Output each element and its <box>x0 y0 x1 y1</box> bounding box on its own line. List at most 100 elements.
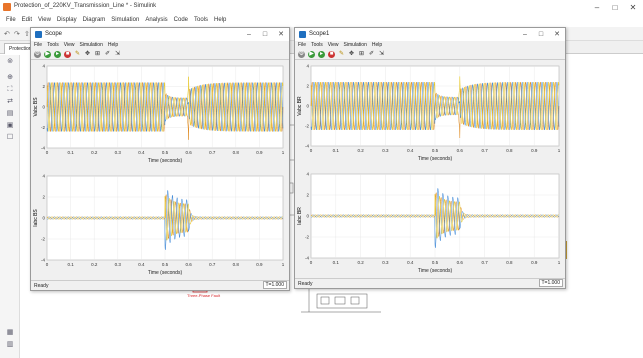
scope1-icon <box>299 31 306 38</box>
voltage-plot[interactable]: 0 0.1 0.2 0.3 0.4 0.5 0.6 0.7 0.8 0.9 1 -4 -2 0 2 4 Vabc… <box>31 60 289 170</box>
x-tick-label: 0.6 <box>457 148 464 153</box>
x-tick-label: 0.8 <box>233 262 240 267</box>
maximize-icon[interactable]: □ <box>612 3 618 12</box>
menu-display[interactable]: Display <box>56 17 77 23</box>
y-tick-label: -4 <box>305 144 309 149</box>
scope1-menu-tools[interactable]: Tools <box>311 42 323 48</box>
scope-menu-tools[interactable]: Tools <box>47 42 59 48</box>
x-tick-label: 0 <box>46 262 49 267</box>
cursor-icon[interactable]: ✥ <box>84 51 91 57</box>
arrow-icon[interactable]: ⇄ <box>7 98 13 105</box>
series-phase-b <box>46 81 284 133</box>
hide-icon[interactable]: ⊚ <box>7 58 13 65</box>
forward-icon[interactable]: ↷ <box>14 31 20 38</box>
up-icon[interactable]: ⇧ <box>24 31 30 38</box>
scope1-maximize-icon[interactable]: □ <box>538 31 544 38</box>
x-tick-label: 1 <box>558 148 561 153</box>
x-tick-label: 0.8 <box>506 148 513 153</box>
scope-menu-file[interactable]: File <box>34 42 43 48</box>
scope-menu-simulation[interactable]: Simulation <box>79 42 103 48</box>
settings-icon[interactable]: ⚙ <box>298 51 305 58</box>
zoom-icon[interactable]: ⊕ <box>7 74 13 81</box>
stop-icon[interactable]: ■ <box>328 51 335 58</box>
scale-icon[interactable]: ⇲ <box>378 51 385 57</box>
area-icon[interactable]: ☐ <box>6 134 14 141</box>
measure-icon[interactable]: ✐ <box>104 51 111 57</box>
scope1-menu-file[interactable]: File <box>298 42 307 48</box>
settings-icon[interactable]: ⚙ <box>34 51 41 58</box>
fit-icon[interactable]: ⛶ <box>7 86 13 93</box>
menu-diagram[interactable]: Diagram <box>82 17 106 23</box>
x-tick-label: 0.3 <box>115 150 122 155</box>
zoom-icon[interactable]: ⊞ <box>358 51 365 57</box>
annotation-icon[interactable]: ▤ <box>6 110 14 117</box>
scope-menu-help[interactable]: Help <box>107 42 119 48</box>
current-plot[interactable]: 0 0.1 0.2 0.3 0.4 0.5 0.6 0.7 0.8 0.9 1 -4 -2 0 2 4 Iabc… <box>295 168 565 280</box>
stop-icon[interactable]: ■ <box>64 51 71 58</box>
current-plot[interactable]: 0 0.1 0.2 0.3 0.4 0.5 0.6 0.7 0.8 0.9 1 -4 -2 0 2 4 Iabc… <box>31 170 289 282</box>
menu-code[interactable]: Code <box>173 17 188 23</box>
step-icon[interactable]: ▸ <box>54 51 61 58</box>
menu-file[interactable]: File <box>6 17 16 23</box>
scope1-menu-help[interactable]: Help <box>371 42 383 48</box>
close-icon[interactable]: ✕ <box>629 3 637 12</box>
x-tick-label: 0.7 <box>481 148 488 153</box>
scope-plot-area: 0 0.1 0.2 0.3 0.4 0.5 0.6 0.7 0.8 0.9 1 -4 -2 0 2 4 Vabc… <box>31 60 289 280</box>
back-icon[interactable]: ↶ <box>4 31 10 38</box>
library-icon[interactable]: ▦ <box>6 329 14 336</box>
series-phase-a <box>46 81 284 140</box>
y-tick-label: 4 <box>42 174 45 179</box>
scope1-toolbar: ⚙ ▶ ▸ ■ ✎ ✥ ⊞ ✐ ⇲ <box>295 50 565 60</box>
voltage-plot[interactable]: 0 0.1 0.2 0.3 0.4 0.5 0.6 0.7 0.8 0.9 1 -4 -2 0 2 4 Vabc… <box>295 60 565 168</box>
fault-block-label: Three-Phase Fault <box>187 293 221 298</box>
scope-icon <box>35 31 42 38</box>
y-tick-label: 0 <box>306 104 309 109</box>
scope-minimize-icon[interactable]: – <box>247 31 251 38</box>
y-tick-label: -4 <box>41 146 45 151</box>
menu-help[interactable]: Help <box>214 17 227 23</box>
scope1-close-icon[interactable]: ✕ <box>554 31 560 38</box>
run-icon[interactable]: ▶ <box>44 51 51 58</box>
cursor-icon[interactable]: ✥ <box>348 51 355 57</box>
menu-analysis[interactable]: Analysis <box>145 17 168 23</box>
scope-close-icon[interactable]: ✕ <box>278 31 284 38</box>
run-icon[interactable]: ▶ <box>308 51 315 58</box>
scope1-menu-simulation[interactable]: Simulation <box>343 42 367 48</box>
x-tick-label: 0.7 <box>209 150 216 155</box>
series-phase-b <box>310 187 560 248</box>
x-axis-label: Time (seconds) <box>148 158 183 164</box>
scope1-menu-view[interactable]: View <box>327 42 339 48</box>
y-tick-label: 0 <box>42 216 45 221</box>
y-tick-label: -2 <box>41 237 45 242</box>
scope1-window[interactable]: Scope1 – □ ✕ File Tools View Simulation … <box>294 27 566 289</box>
step-icon[interactable]: ▸ <box>318 51 325 58</box>
x-tick-label: 0.1 <box>333 148 340 153</box>
menu-tools[interactable]: Tools <box>194 17 209 23</box>
explorer-icon[interactable]: ▥ <box>6 341 14 348</box>
measure-icon[interactable]: ✐ <box>368 51 375 57</box>
scale-icon[interactable]: ⇲ <box>114 51 121 57</box>
series-phase-a <box>46 193 284 240</box>
y-axis-label: Iabc BR <box>297 207 303 225</box>
scope1-minimize-icon[interactable]: – <box>523 31 527 38</box>
scope1-time: T=1.000 <box>538 279 563 287</box>
scope1-menubar: File Tools View Simulation Help <box>295 41 565 50</box>
x-tick-label: 0.6 <box>185 262 192 267</box>
scope1-title: Scope1 <box>309 31 330 37</box>
scope-window[interactable]: Scope – □ ✕ File Tools View Simulation H… <box>30 27 290 291</box>
highlight-icon[interactable]: ✎ <box>74 51 81 57</box>
scope-menu-view[interactable]: View <box>63 42 75 48</box>
menu-edit[interactable]: Edit <box>21 17 33 23</box>
x-tick-label: 0.8 <box>233 150 240 155</box>
image-icon[interactable]: ▣ <box>6 122 14 129</box>
menu-view[interactable]: View <box>38 17 51 23</box>
y-tick-label: 4 <box>306 172 309 177</box>
x-tick-label: 0.1 <box>67 150 74 155</box>
series-phase-c <box>310 76 560 131</box>
minimize-icon[interactable]: – <box>594 3 600 12</box>
series-phase-c <box>46 76 284 133</box>
menu-simulation[interactable]: Simulation <box>111 17 140 23</box>
scope-maximize-icon[interactable]: □ <box>262 31 268 38</box>
zoom-icon[interactable]: ⊞ <box>94 51 101 57</box>
highlight-icon[interactable]: ✎ <box>338 51 345 57</box>
